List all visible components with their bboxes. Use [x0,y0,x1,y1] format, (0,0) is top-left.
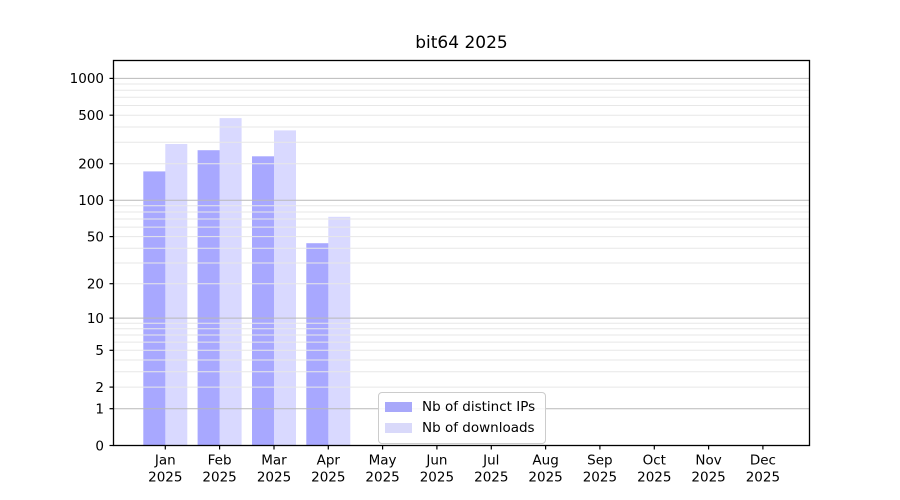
y-tick-label-50: 50 [87,229,104,245]
bar-jan-series-0 [143,171,166,446]
y-tick-label-0: 0 [95,438,104,454]
y-tick-label-2: 2 [95,380,104,396]
bar-jan-series-1 [165,144,188,446]
x-tick-label-dec: Dec 2025 [746,453,780,486]
x-tick-label-nov: Nov 2025 [691,453,725,486]
x-tick-label-sep: Sep 2025 [583,453,617,486]
bar-mar-series-0 [252,156,274,446]
x-tick-label-jun: Jun 2025 [420,453,454,486]
legend-swatch-distinct-ips [385,402,412,412]
legend-item-downloads: Nb of downloads [385,419,537,437]
x-tick-label-jul: Jul 2025 [474,453,508,486]
y-tick-label-500: 500 [78,108,104,124]
gridlines-minor [113,83,810,388]
bar-feb-series-0 [197,150,220,446]
plot-border [112,59,811,447]
bar-mar-series-1 [274,130,296,446]
bar-apr-series-0 [306,243,329,446]
bars [143,118,351,446]
y-tick-label-200: 200 [78,157,104,173]
legend-label-downloads: Nb of downloads [422,420,535,436]
x-tick-label-oct: Oct 2025 [637,453,671,486]
y-axis: 0 1 2 5 10 20 50 100 200 500 1000 [70,71,114,454]
y-tick-label-100: 100 [78,193,104,209]
y-tick-label-1: 1 [95,402,104,418]
x-tick-label-may: May 2025 [365,453,399,486]
chart-title: bit64 2025 [415,33,508,53]
y-tick-label-1000: 1000 [70,71,104,87]
bar-feb-series-1 [219,118,242,446]
x-tick-label-mar: Mar 2025 [257,453,291,486]
y-tick-label-20: 20 [87,277,104,293]
legend-item-distinct-ips: Nb of distinct IPs [385,398,537,416]
x-tick-label-feb: Feb 2025 [202,453,236,486]
x-tick-label-jan: Jan 2025 [148,453,182,486]
bar-apr-series-1 [328,216,351,446]
y-tick-label-10: 10 [87,311,104,327]
x-axis: Jan 2025 Feb 2025 Mar 2025 Apr 2025 May 2025 Jun 20… [148,445,780,486]
legend-label-distinct-ips: Nb of distinct IPs [422,399,536,415]
y-tick-label-5: 5 [95,343,104,359]
legend: Nb of distinct IPs Nb of downloads [378,392,546,444]
legend-swatch-downloads [385,423,412,433]
x-tick-label-aug: Aug 2025 [528,453,562,486]
x-tick-label-apr: Apr 2025 [311,453,345,486]
